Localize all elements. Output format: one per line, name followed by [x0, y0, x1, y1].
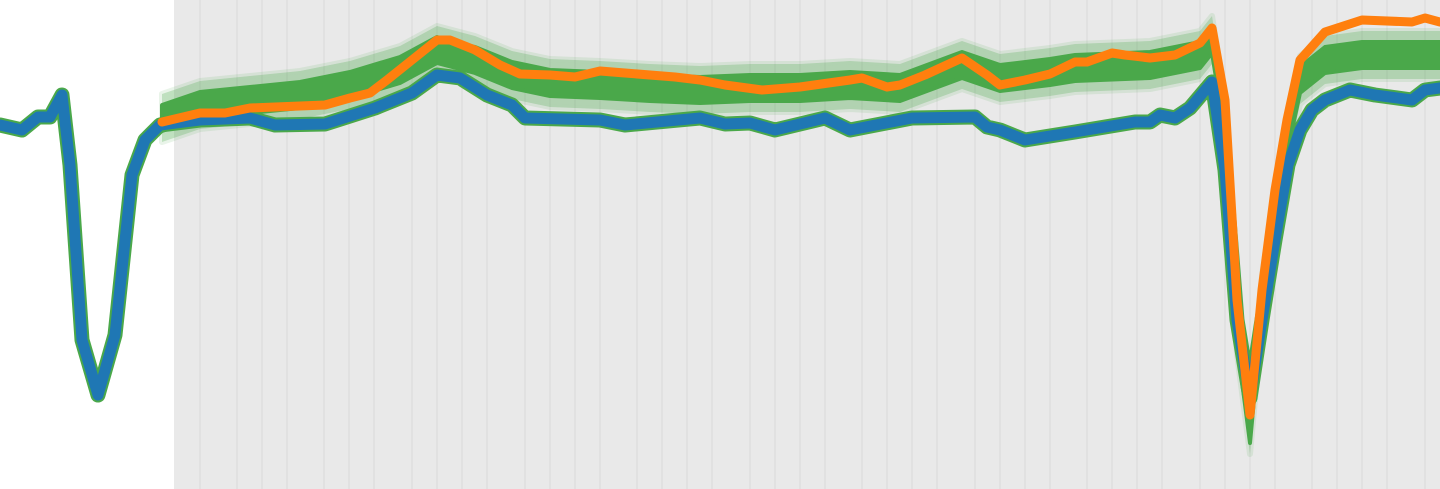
series-marks [0, 13, 1440, 457]
orange-series-line [157, 13, 1440, 420]
blue-series-line [0, 69, 1440, 404]
